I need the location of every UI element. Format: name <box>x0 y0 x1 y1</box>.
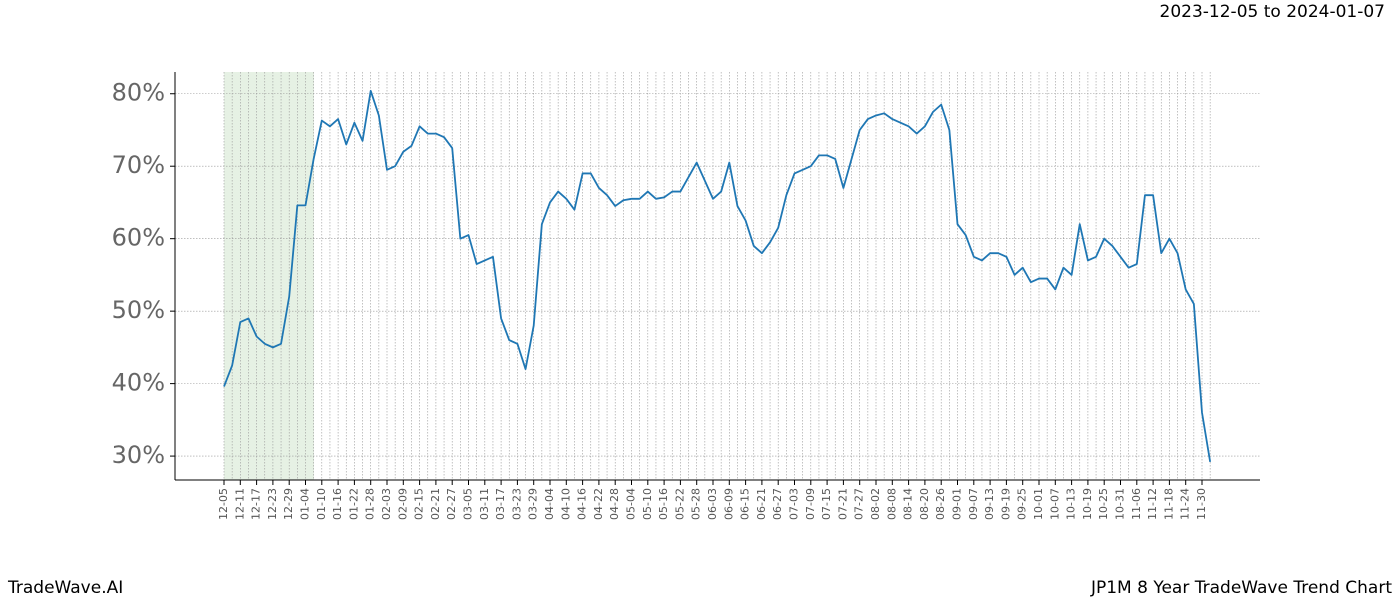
x-tick-label: 10-31 <box>1114 488 1127 520</box>
x-tick-label: 05-04 <box>625 488 638 520</box>
x-tick-label: 02-15 <box>413 488 426 520</box>
x-tick-label: 10-19 <box>1081 488 1094 520</box>
x-tick-label: 01-28 <box>364 488 377 520</box>
y-tick-label: 30% <box>112 441 165 469</box>
x-tick-label: 03-23 <box>510 488 523 520</box>
x-tick-label: 09-25 <box>1016 488 1029 520</box>
x-tick-label: 10-01 <box>1032 488 1045 520</box>
x-tick-label: 06-03 <box>706 488 719 520</box>
x-tick-label: 03-17 <box>494 488 507 520</box>
x-tick-label: 11-24 <box>1179 488 1192 520</box>
x-tick-label: 01-22 <box>347 488 360 520</box>
x-tick-label: 06-09 <box>722 488 735 520</box>
date-range: 2023-12-05 to 2024-01-07 <box>1160 2 1385 22</box>
x-tick-label: 01-10 <box>315 488 328 520</box>
x-tick-label: 04-22 <box>592 488 605 520</box>
x-tick-label: 12-23 <box>266 488 279 520</box>
x-tick-label: 12-29 <box>282 488 295 520</box>
x-tick-label: 12-05 <box>217 488 230 520</box>
x-tick-label: 02-27 <box>445 488 458 520</box>
x-tick-label: 07-09 <box>804 488 817 520</box>
x-tick-label: 05-16 <box>657 488 670 520</box>
x-tick-label: 04-16 <box>576 488 589 520</box>
y-tick-label: 40% <box>112 369 165 397</box>
x-tick-label: 10-07 <box>1048 488 1061 520</box>
brand: TradeWave.AI <box>7 578 123 598</box>
x-tick-label: 08-08 <box>885 488 898 520</box>
x-tick-label: 12-17 <box>250 488 263 520</box>
x-tick-label: 04-04 <box>543 488 556 520</box>
x-tick-label: 02-09 <box>396 488 409 520</box>
y-tick-label: 60% <box>112 224 165 252</box>
x-tick-label: 02-21 <box>429 488 442 520</box>
x-tick-label: 08-14 <box>902 488 915 520</box>
x-tick-label: 05-10 <box>641 488 654 520</box>
x-tick-label: 12-11 <box>233 488 246 520</box>
x-tick-label: 09-01 <box>951 488 964 520</box>
x-tick-label: 10-13 <box>1065 488 1078 520</box>
marks <box>223 89 1212 463</box>
x-tick-label: 04-10 <box>559 488 572 520</box>
x-tick-label: 08-02 <box>869 488 882 520</box>
x-tick-label: 05-28 <box>690 488 703 520</box>
x-tick-label: 02-03 <box>380 488 393 520</box>
x-tick-label: 01-04 <box>299 488 312 520</box>
x-tick-label: 03-05 <box>462 488 475 520</box>
y-tick-label: 70% <box>112 151 165 179</box>
x-tick-label: 06-21 <box>755 488 768 520</box>
x-tick-label: 11-18 <box>1162 488 1175 520</box>
x-tick-label: 06-27 <box>771 488 784 520</box>
x-tick-label: 11-06 <box>1130 488 1143 520</box>
x-tick-label: 03-11 <box>478 488 491 520</box>
x-tick-label: 06-15 <box>739 488 752 520</box>
x-tick-label: 09-07 <box>967 488 980 520</box>
y-tick-label: 50% <box>112 296 165 324</box>
x-tick-label: 07-21 <box>836 488 849 520</box>
x-tick-label: 01-16 <box>331 488 344 520</box>
x-tick-label: 07-15 <box>820 488 833 520</box>
x-tick-label: 10-25 <box>1097 488 1110 520</box>
y-tick-label: 80% <box>112 79 165 107</box>
x-tick-label: 08-20 <box>918 488 931 520</box>
x-tick-label: 04-28 <box>608 488 621 520</box>
x-tick-label: 05-22 <box>673 488 686 520</box>
grid <box>175 72 1260 480</box>
highlight-region <box>224 72 314 480</box>
x-tick-label: 09-19 <box>999 488 1012 520</box>
x-tick-label: 11-30 <box>1195 488 1208 520</box>
x-tick-label: 08-26 <box>934 488 947 520</box>
x-tick-label: 09-13 <box>983 488 996 520</box>
x-tick-label: 07-27 <box>853 488 866 520</box>
x-tick-label: 11-12 <box>1146 488 1159 520</box>
trend-line <box>223 89 1212 463</box>
x-tick-label: 07-03 <box>788 488 801 520</box>
chart-title: JP1M 8 Year TradeWave Trend Chart <box>1090 578 1392 598</box>
x-tick-label: 03-29 <box>527 488 540 520</box>
